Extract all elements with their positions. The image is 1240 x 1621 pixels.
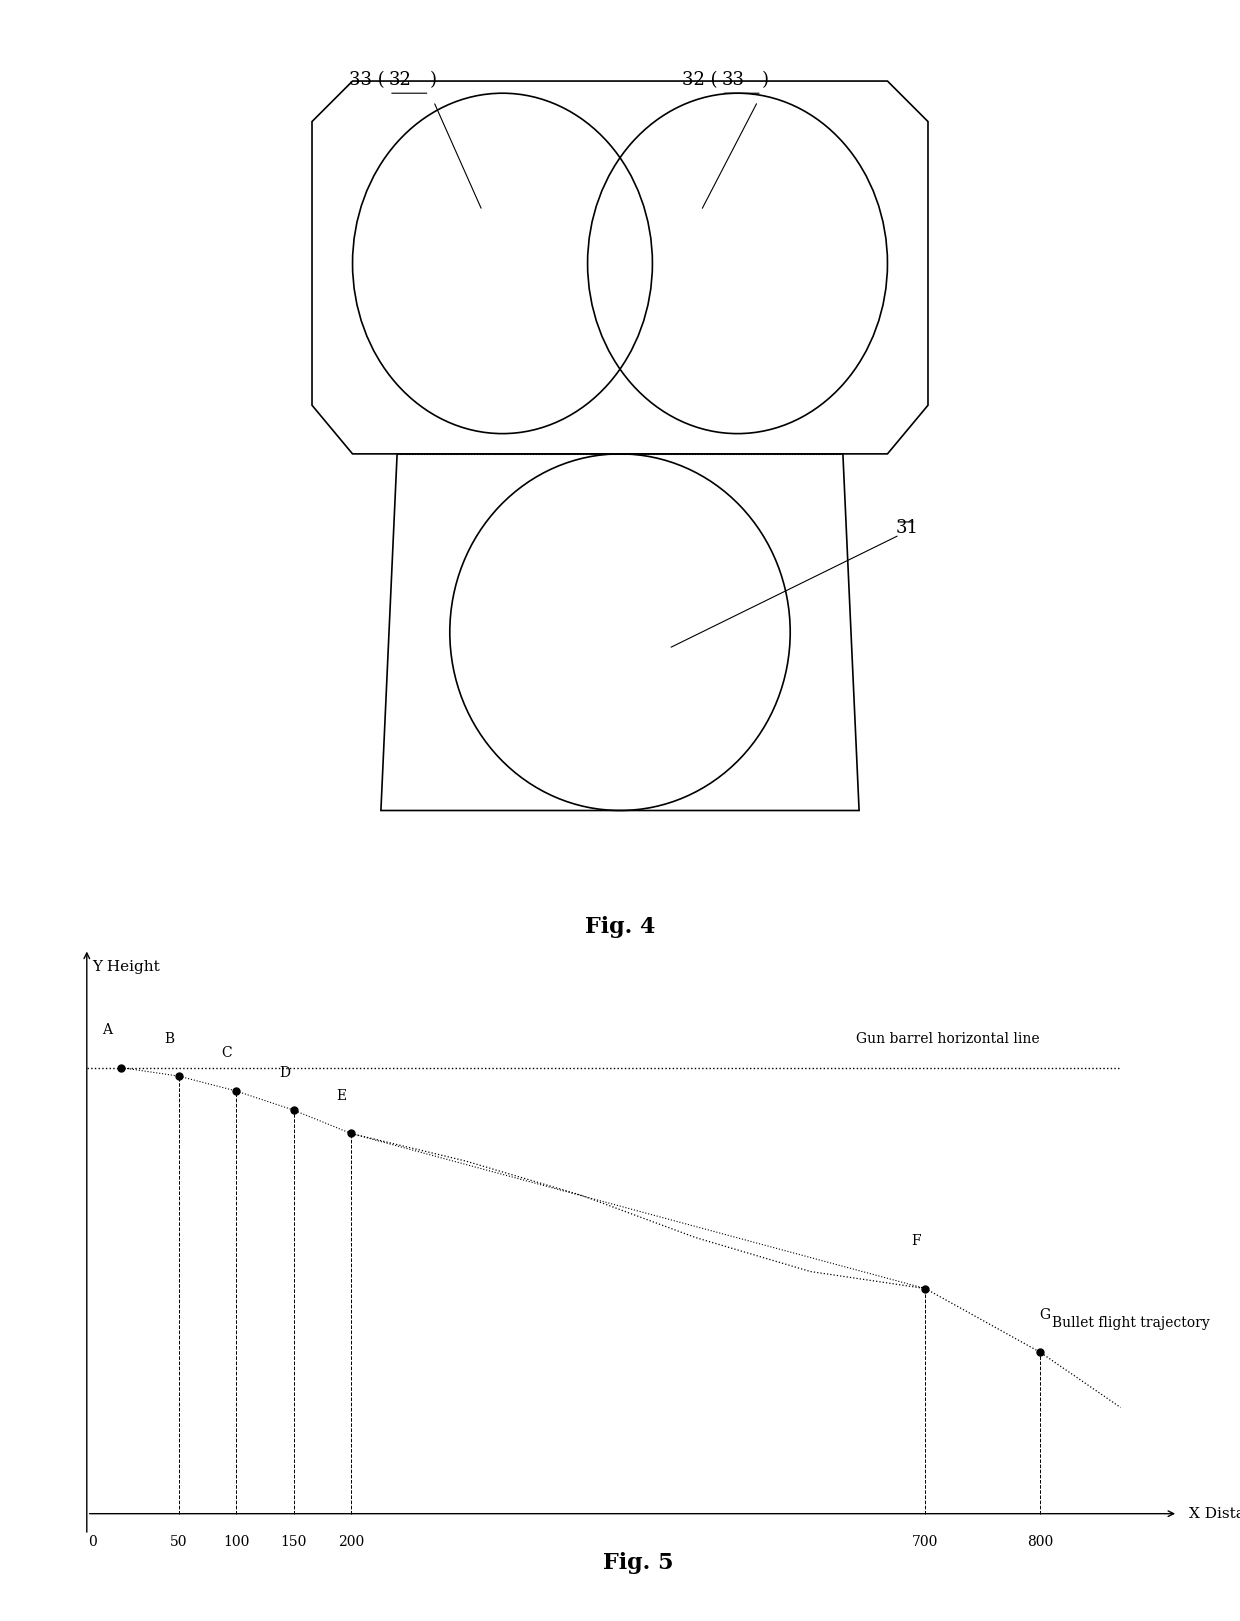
- Text: Y Height: Y Height: [93, 960, 160, 974]
- Text: 100: 100: [223, 1535, 249, 1550]
- Text: B: B: [165, 1031, 175, 1046]
- Text: 200: 200: [337, 1535, 365, 1550]
- Text: A: A: [103, 1023, 113, 1037]
- Text: ): ): [761, 71, 769, 89]
- Text: 50: 50: [170, 1535, 187, 1550]
- Text: 31: 31: [895, 519, 919, 537]
- Text: 0: 0: [88, 1535, 97, 1550]
- Text: 150: 150: [280, 1535, 306, 1550]
- Text: E: E: [337, 1089, 347, 1102]
- Text: F: F: [911, 1234, 921, 1248]
- Text: C: C: [222, 1047, 232, 1060]
- Text: Fig. 5: Fig. 5: [603, 1551, 673, 1574]
- Text: 32 (: 32 (: [682, 71, 717, 89]
- Text: Bullet flight trajectory: Bullet flight trajectory: [1052, 1316, 1209, 1329]
- Text: D: D: [279, 1065, 290, 1080]
- Text: Fig. 4: Fig. 4: [585, 916, 655, 939]
- Text: X Distance: X Distance: [1189, 1506, 1240, 1520]
- Text: 700: 700: [913, 1535, 939, 1550]
- Text: G: G: [1039, 1308, 1050, 1321]
- Text: 33 (: 33 (: [350, 71, 384, 89]
- Text: 800: 800: [1027, 1535, 1053, 1550]
- Text: ): ): [429, 71, 436, 89]
- Text: Gun barrel horizontal line: Gun barrel horizontal line: [857, 1033, 1040, 1047]
- Text: 32: 32: [389, 71, 412, 89]
- Text: 33: 33: [722, 71, 744, 89]
